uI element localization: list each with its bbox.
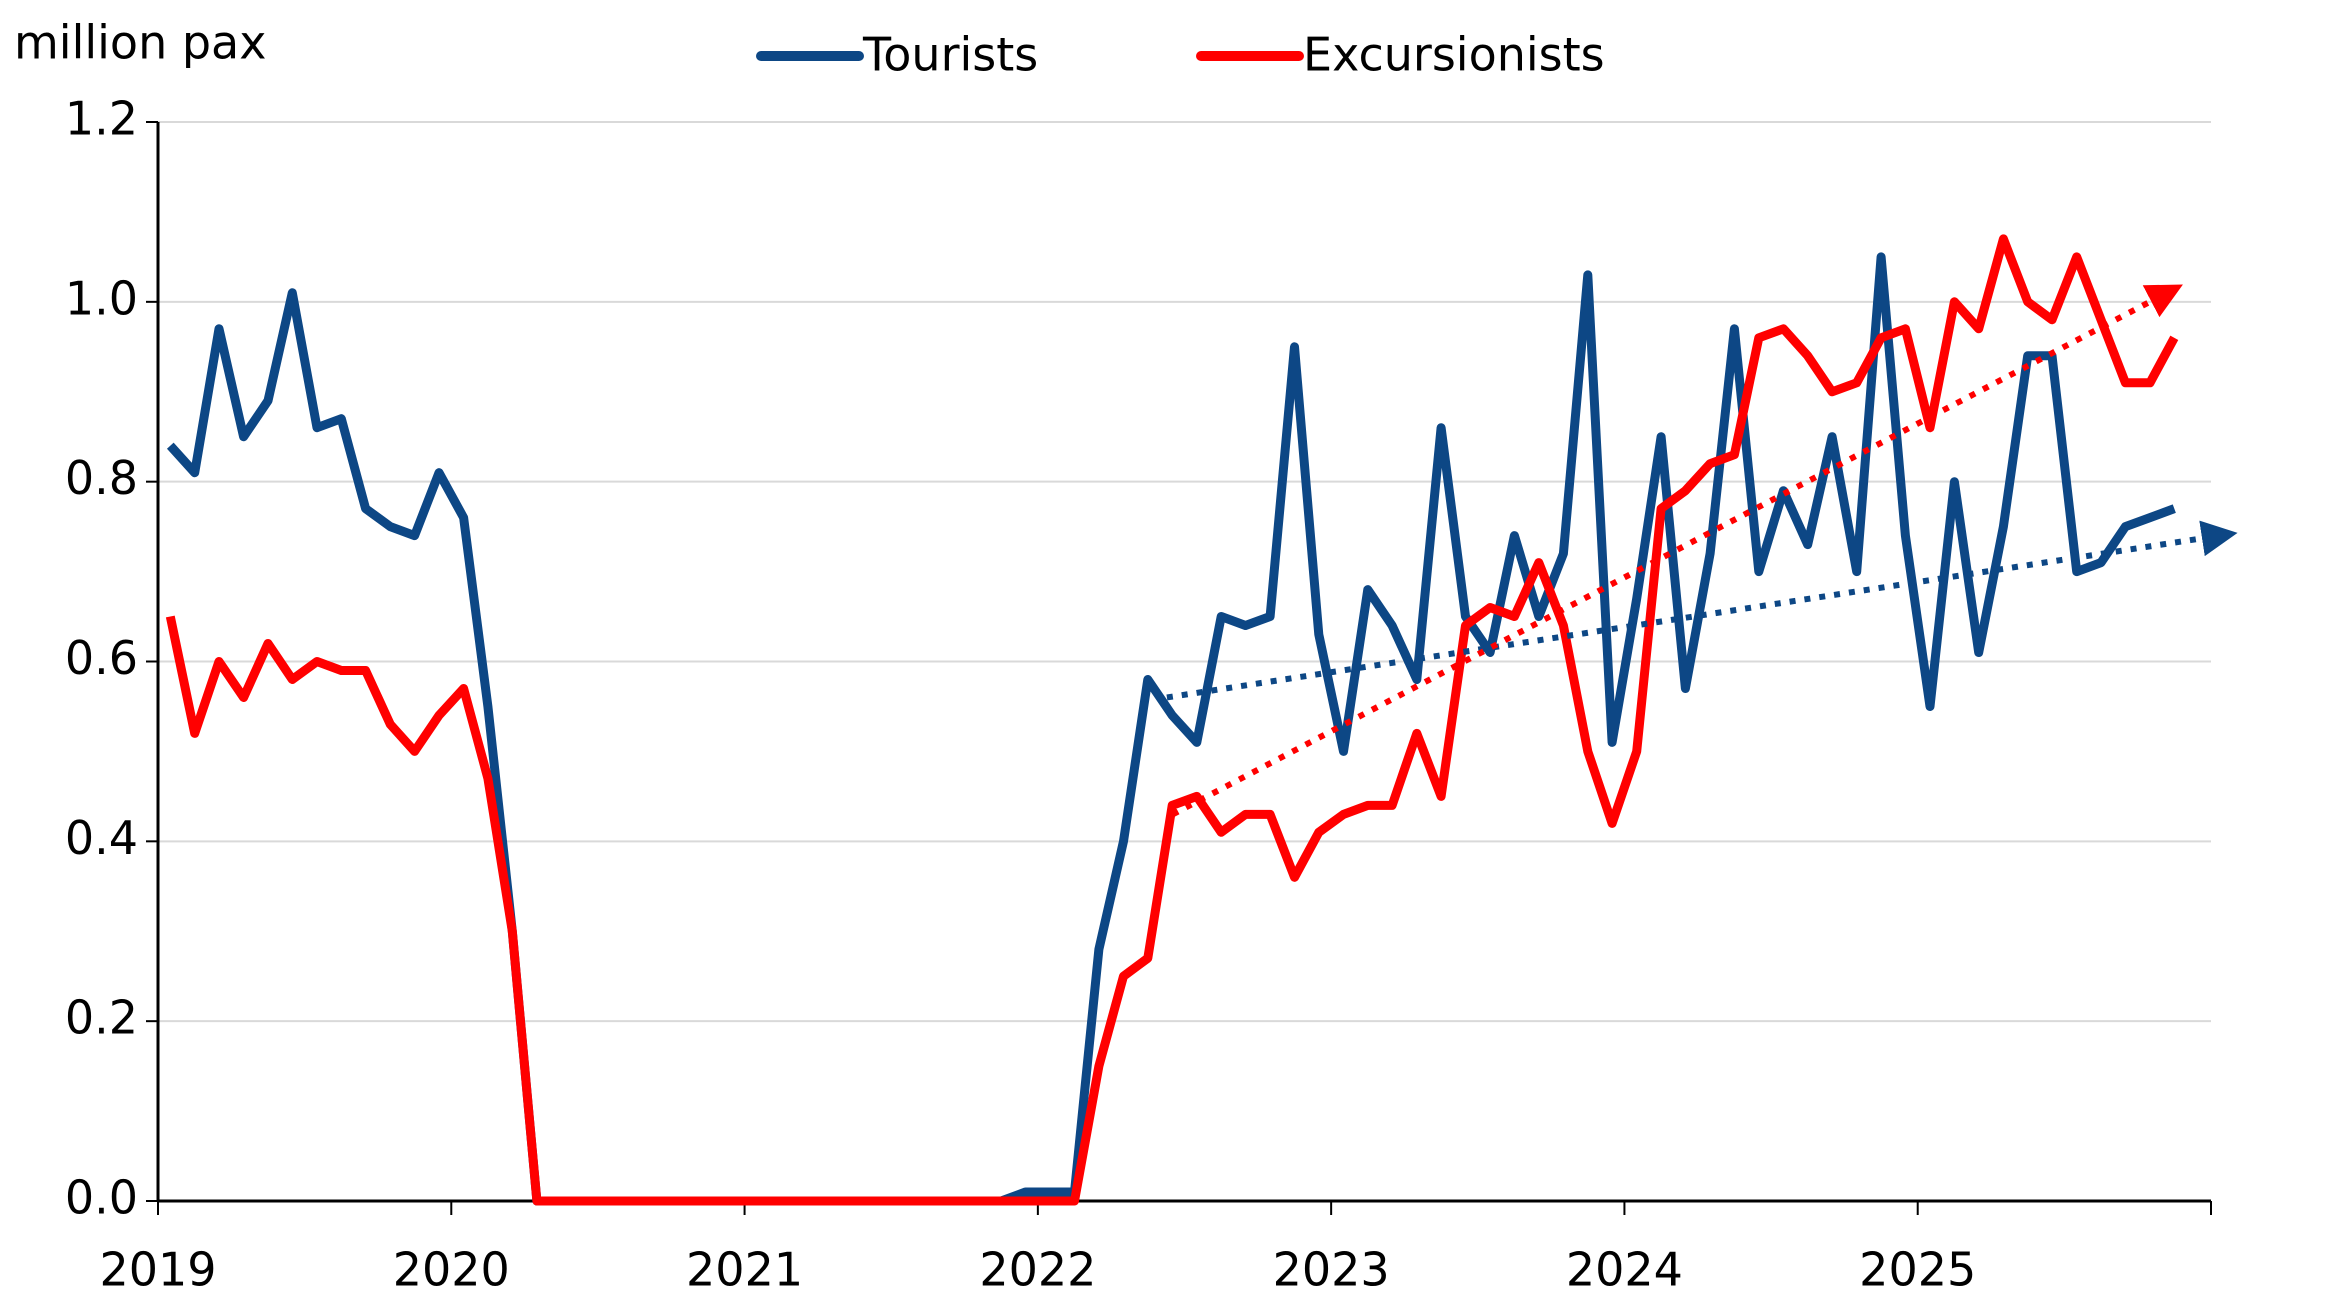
trend-line bbox=[1166, 520, 2238, 701]
x-tick-label: 2023 bbox=[1273, 1243, 1390, 1297]
series-line bbox=[165, 234, 2179, 1206]
x-tick-label: 2021 bbox=[686, 1243, 803, 1297]
y-tick-label: 1.2 bbox=[65, 92, 138, 146]
x-tick-label: 2022 bbox=[979, 1243, 1096, 1297]
legend-label: Tourists bbox=[862, 28, 1038, 82]
y-tick-label: 0.4 bbox=[65, 811, 138, 865]
x-tick-label: 2024 bbox=[1566, 1243, 1683, 1297]
y-tick-label: 0.2 bbox=[65, 991, 138, 1045]
legend-label: Excursionists bbox=[1303, 28, 1605, 82]
y-tick-label: 0.6 bbox=[65, 631, 138, 685]
x-tick-label: 2020 bbox=[393, 1243, 510, 1297]
x-tick-label: 2019 bbox=[99, 1243, 216, 1297]
y-tick-label: 0.0 bbox=[65, 1171, 138, 1225]
y-tick-label: 1.0 bbox=[65, 271, 138, 325]
trend-line bbox=[1171, 284, 2183, 818]
y-tick-label: 0.8 bbox=[65, 451, 138, 505]
x-tick-label: 2025 bbox=[1859, 1243, 1976, 1297]
y-axis-label: million pax bbox=[14, 16, 266, 70]
